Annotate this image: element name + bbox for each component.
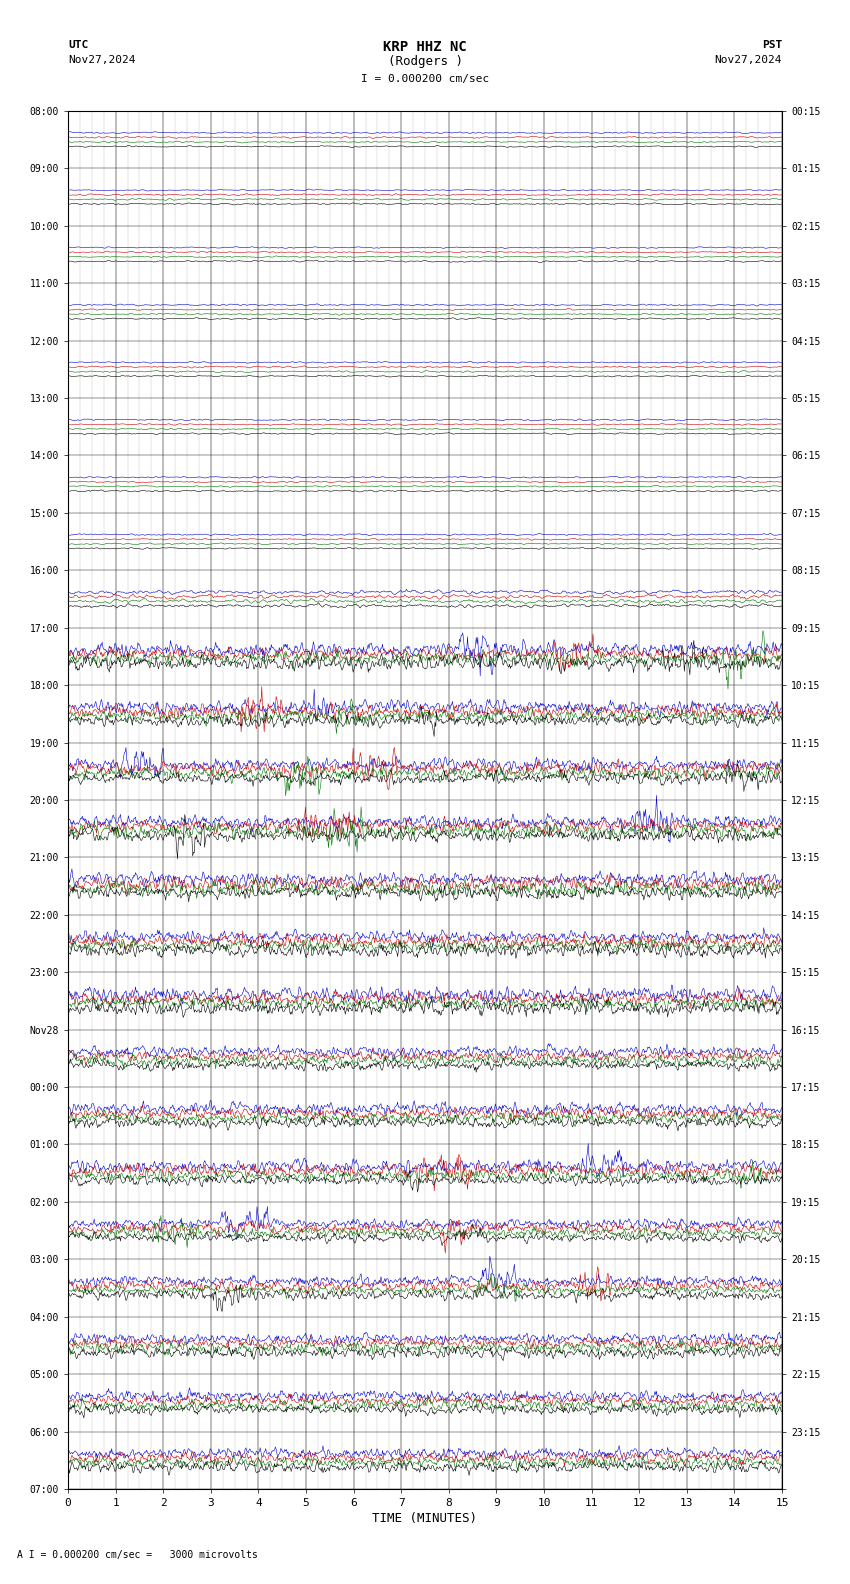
Text: KRP HHZ NC: KRP HHZ NC — [383, 40, 467, 54]
Text: Nov27,2024: Nov27,2024 — [715, 55, 782, 65]
X-axis label: TIME (MINUTES): TIME (MINUTES) — [372, 1513, 478, 1525]
Text: UTC: UTC — [68, 40, 88, 49]
Text: Nov27,2024: Nov27,2024 — [68, 55, 135, 65]
Text: A I = 0.000200 cm/sec =   3000 microvolts: A I = 0.000200 cm/sec = 3000 microvolts — [17, 1551, 258, 1560]
Text: PST: PST — [762, 40, 782, 49]
Text: I = 0.000200 cm/sec: I = 0.000200 cm/sec — [361, 74, 489, 84]
Text: (Rodgers ): (Rodgers ) — [388, 55, 462, 68]
